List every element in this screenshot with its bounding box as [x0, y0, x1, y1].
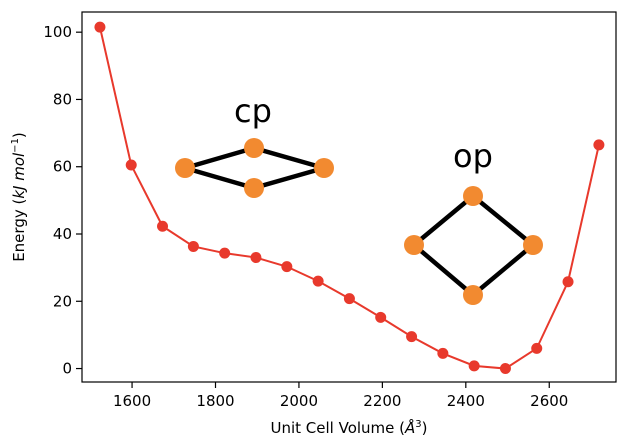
y-tick-label: 80: [53, 90, 72, 108]
cp-node-right: [314, 158, 334, 178]
data-point: [437, 347, 449, 359]
y-tick-label: 0: [62, 360, 72, 378]
data-point: [593, 139, 605, 151]
cp-node-top: [244, 138, 264, 158]
y-tick-label: 40: [53, 225, 72, 243]
op-node-right: [523, 235, 543, 255]
data-point: [187, 240, 199, 252]
cp-node-bottom: [244, 178, 264, 198]
data-point: [219, 247, 231, 259]
data-point: [468, 360, 480, 372]
x-tick-label: 2400: [447, 392, 485, 410]
data-point: [250, 252, 262, 264]
series-energy: [94, 21, 605, 375]
data-point: [281, 261, 293, 273]
data-point: [343, 293, 355, 305]
series-line: [98, 26, 600, 370]
data-point: [94, 21, 106, 33]
x-tick-label: 1600: [113, 392, 151, 410]
x-tick-label: 2200: [363, 392, 401, 410]
op-node-bottom: [463, 285, 483, 305]
x-axis-label: Unit Cell Volume (Å3): [270, 418, 427, 437]
data-point: [406, 331, 418, 343]
data-point: [312, 275, 324, 287]
y-tick-label: 100: [43, 23, 72, 41]
x-tick-label: 2000: [280, 392, 318, 410]
y-tick-label: 60: [53, 158, 72, 176]
op-node-left: [404, 235, 424, 255]
x-tick-label: 2600: [530, 392, 568, 410]
data-point: [375, 311, 387, 323]
cp-node-left: [175, 158, 195, 178]
plot-frame: [81, 11, 617, 383]
data-point: [125, 159, 137, 171]
data-point: [157, 220, 169, 232]
inset-cp: cp: [175, 92, 334, 198]
data-point: [499, 363, 511, 375]
y-tick-label: 20: [53, 292, 72, 310]
data-point: [531, 342, 543, 354]
x-axis-ticks: 1600 1800 2000 2200 2400 2600: [113, 382, 568, 410]
inset-op: op: [404, 137, 543, 305]
inset-label-op: op: [453, 137, 493, 175]
data-point: [562, 276, 574, 288]
op-node-top: [463, 186, 483, 206]
y-axis-label: Energy (kJ mol−1): [10, 132, 28, 262]
op-square-edges: [411, 193, 536, 298]
x-tick-label: 1800: [196, 392, 234, 410]
y-axis-ticks: 0 20 40 60 80 100: [43, 23, 82, 378]
inset-label-cp: cp: [234, 92, 272, 130]
